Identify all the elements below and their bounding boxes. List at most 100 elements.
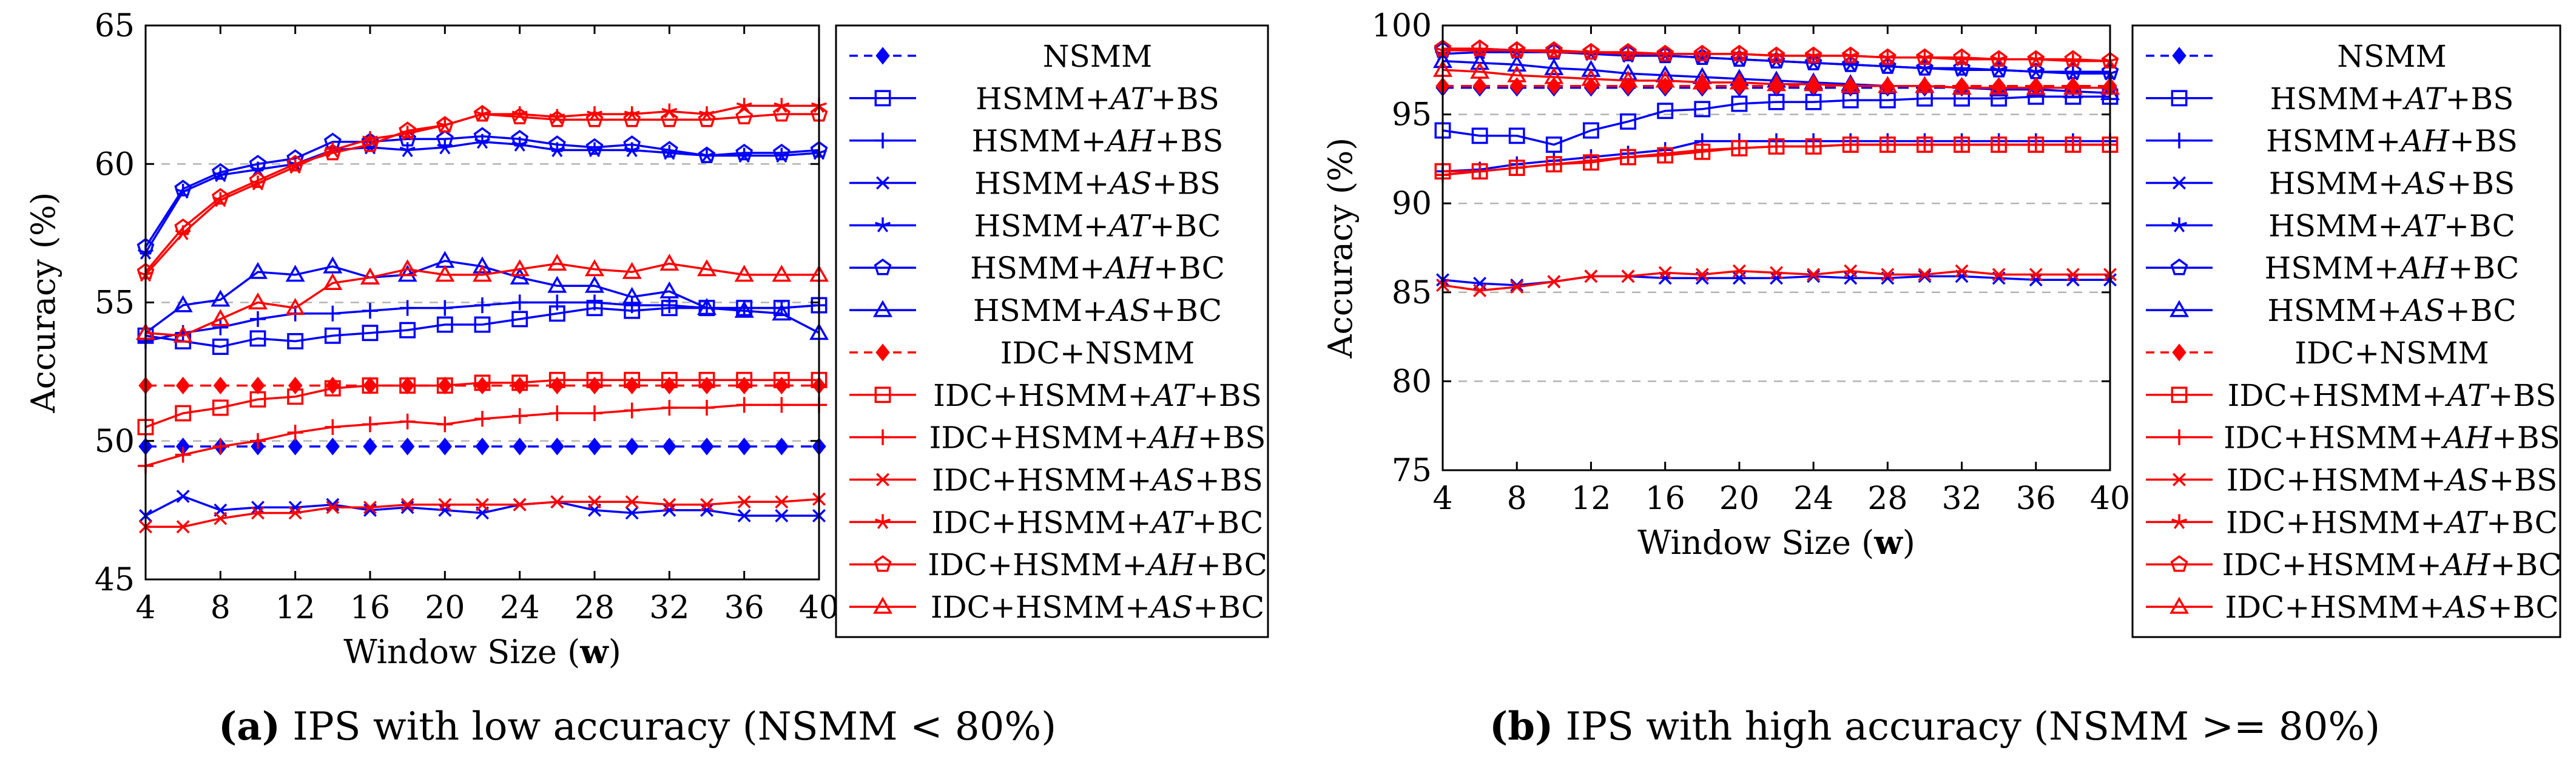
data-point <box>511 311 528 328</box>
data-point <box>472 256 493 274</box>
data-point <box>1694 101 1711 118</box>
legend-label: HSMM+AH+BS <box>2266 124 2518 159</box>
data-point <box>436 377 453 394</box>
x-tick-label: 16 <box>350 590 390 626</box>
data-point <box>1766 74 1787 92</box>
data-point <box>325 419 341 435</box>
data-point <box>175 405 192 422</box>
data-point <box>585 138 604 155</box>
data-point <box>662 376 677 395</box>
data-point <box>622 261 642 279</box>
data-point <box>1955 264 1969 278</box>
data-point <box>399 322 416 339</box>
legend-marker <box>2172 47 2187 65</box>
data-point <box>323 273 343 291</box>
data-point <box>1472 163 1488 180</box>
legend-label: IDC+NSMM <box>1000 336 1195 371</box>
caption-b: (b) IPS with high accuracy (NSMM >= 80%) <box>1489 704 2380 749</box>
data-point <box>1470 53 1490 70</box>
data-point <box>1508 127 1525 144</box>
data-point <box>737 509 751 522</box>
data-point <box>698 110 716 127</box>
data-point <box>624 402 640 419</box>
series-idc-hsmm-ah-bc <box>1434 39 2119 69</box>
data-point <box>511 374 528 391</box>
legend-marker <box>2171 386 2188 403</box>
data-point <box>1544 67 1564 84</box>
data-point <box>1507 54 1527 72</box>
legend-marker <box>874 555 892 572</box>
legend-marker <box>2173 176 2186 190</box>
data-point <box>735 143 754 161</box>
data-point <box>399 300 416 316</box>
legend-marker <box>2169 300 2190 317</box>
legend-label: HSMM+AS+BS <box>2269 166 2515 201</box>
data-point <box>1917 49 1933 65</box>
data-point <box>473 127 491 144</box>
data-point <box>362 377 379 394</box>
data-point <box>1546 156 1562 172</box>
x-tick-label: 24 <box>500 590 540 626</box>
data-point <box>772 104 791 122</box>
x-axis-title: Window Size (w) <box>1637 523 1915 562</box>
data-point <box>513 498 527 511</box>
legend-marker <box>872 596 893 614</box>
data-point <box>249 391 266 408</box>
data-point <box>1804 74 1824 92</box>
legend-marker <box>2171 132 2187 149</box>
legend-marker <box>875 217 891 232</box>
data-point <box>362 131 378 146</box>
data-point <box>213 376 228 395</box>
data-point <box>585 110 604 127</box>
data-point <box>700 498 713 511</box>
data-point <box>1583 44 1599 59</box>
data-point <box>1992 268 2006 282</box>
legend-marker <box>874 258 892 275</box>
data-point <box>625 495 639 509</box>
data-point <box>473 104 491 122</box>
series-idc-hsmm-ah-bs <box>1435 137 2118 183</box>
data-point <box>399 130 417 147</box>
data-point <box>511 137 528 152</box>
legend-marker <box>2171 90 2188 107</box>
data-point <box>361 135 379 152</box>
data-point <box>623 135 641 152</box>
data-point <box>512 376 527 395</box>
data-point <box>737 495 751 509</box>
legend-marker <box>876 176 889 190</box>
data-point <box>1544 58 1564 75</box>
data-point <box>287 332 304 349</box>
data-point <box>212 339 229 355</box>
data-point <box>400 498 414 511</box>
data-point <box>550 495 564 509</box>
series-line <box>144 104 819 276</box>
data-point <box>550 376 565 395</box>
data-point <box>1915 76 1935 93</box>
data-point <box>249 171 267 188</box>
data-point <box>1990 50 2008 67</box>
data-point <box>212 399 229 416</box>
data-point <box>251 501 265 515</box>
data-point <box>323 143 342 161</box>
series-line <box>145 379 819 428</box>
data-point <box>397 265 417 282</box>
data-point <box>696 259 717 277</box>
data-point <box>1545 136 1562 153</box>
data-point <box>698 146 716 163</box>
data-point <box>584 259 605 277</box>
series-idc-hsmm-at-bs <box>137 371 828 436</box>
data-point <box>1953 59 1971 76</box>
x-tick-label: 36 <box>724 590 764 626</box>
legend-marker <box>875 343 890 362</box>
data-point <box>1768 93 1785 110</box>
data-point <box>623 110 641 127</box>
data-point <box>663 503 676 517</box>
data-point <box>214 511 228 525</box>
data-point <box>250 433 266 449</box>
legend-label: HSMM+AS+BC <box>2267 293 2516 328</box>
data-point <box>772 143 791 161</box>
data-point <box>437 416 453 433</box>
data-point <box>1954 137 1970 153</box>
data-point <box>2066 268 2080 282</box>
data-point <box>1732 264 1746 278</box>
